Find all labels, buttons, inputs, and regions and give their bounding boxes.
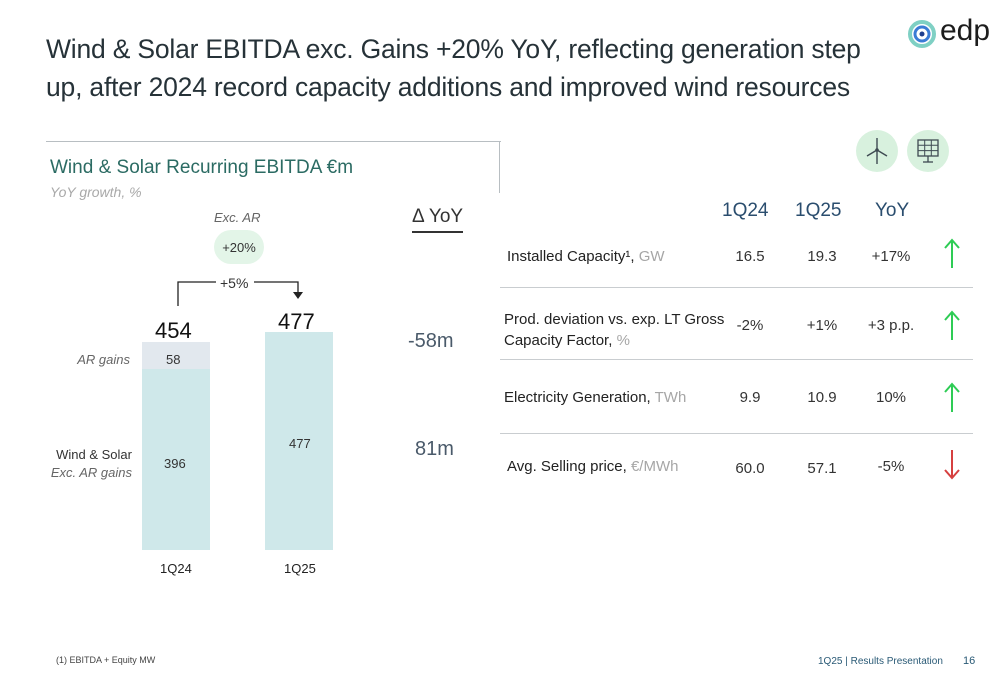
delta-yoy-header: Δ YoY bbox=[412, 206, 464, 233]
trend-down-arrow-icon bbox=[944, 450, 960, 480]
kpi-row-label: Avg. Selling price, €/MWh bbox=[507, 456, 727, 477]
wind-turbine-icon-badge bbox=[856, 130, 898, 172]
row-divider bbox=[500, 287, 973, 288]
chart-subtitle: YoY growth, % bbox=[50, 184, 142, 200]
panel-divider-top bbox=[46, 141, 501, 142]
total-label-1q24: 454 bbox=[155, 318, 192, 343]
kpi-unit-prod-deviation: % bbox=[616, 332, 630, 349]
kpi-unit-electricity-generation: TWh bbox=[654, 389, 687, 406]
kpi-value-prod-deviation-1q24: -2% bbox=[736, 317, 764, 334]
series-label-exc-ar: Wind & Solar Exc. AR gains bbox=[40, 446, 132, 482]
bar-exc-ar-1q25 bbox=[265, 331, 333, 550]
kpi-label-installed-capacity: Installed Capacity¹, bbox=[507, 248, 635, 265]
kpi-value-installed-capacity-yoy: +17% bbox=[871, 248, 911, 265]
row-divider bbox=[500, 433, 973, 434]
bar-exc-ar-1q24 bbox=[142, 368, 210, 550]
total-label-1q25: 477 bbox=[278, 309, 315, 334]
chart-title: Wind & Solar Recurring EBITDA €m bbox=[50, 157, 354, 178]
solar-panel-icon-badge bbox=[907, 130, 949, 172]
kpi-unit-avg-selling-price: €/MWh bbox=[630, 458, 679, 475]
series-label-exc-ar-line2: Exc. AR gains bbox=[50, 465, 132, 480]
column-header-1q24: 1Q24 bbox=[722, 200, 769, 221]
category-label-1q25: 1Q25 bbox=[284, 561, 316, 576]
kpi-value-avg-selling-price-1q24: 60.0 bbox=[735, 460, 765, 477]
column-header-yoy: YoY bbox=[875, 200, 910, 221]
kpi-value-electricity-generation-1q25: 10.9 bbox=[807, 389, 837, 406]
kpi-value-prod-deviation-yoy: +3 p.p. bbox=[867, 317, 915, 334]
bar-ar-1q24 bbox=[142, 342, 210, 369]
segment-label-ar-1q24: 58 bbox=[166, 352, 181, 367]
kpi-label-prod-deviation: Prod. deviation vs. exp. LT Gross Capaci… bbox=[504, 311, 725, 349]
exc-ar-growth-badge: +20% bbox=[214, 230, 264, 264]
series-label-ar: AR gains bbox=[77, 352, 130, 367]
kpi-value-electricity-generation-1q24: 9.9 bbox=[739, 389, 761, 406]
footnote: (1) EBITDA + Equity MW bbox=[56, 655, 156, 665]
trend-up-arrow-icon bbox=[944, 382, 960, 412]
trend-up-arrow-icon bbox=[944, 310, 960, 340]
exc-ar-growth-title: Exc. AR bbox=[214, 210, 261, 225]
kpi-value-prod-deviation-1q25: +1% bbox=[806, 317, 838, 334]
page-number: 16 bbox=[963, 655, 976, 667]
delta-value-exc-ar: 81m bbox=[415, 438, 454, 460]
kpi-value-avg-selling-price-yoy: -5% bbox=[877, 458, 905, 475]
column-header-1q25: 1Q25 bbox=[795, 200, 842, 221]
kpi-value-electricity-generation-yoy: 10% bbox=[875, 389, 907, 406]
kpi-label-avg-selling-price: Avg. Selling price, bbox=[507, 458, 627, 475]
kpi-value-avg-selling-price-1q25: 57.1 bbox=[807, 460, 837, 477]
row-divider bbox=[500, 359, 973, 360]
kpi-unit-installed-capacity: GW bbox=[638, 248, 665, 265]
series-label-exc-ar-line1: Wind & Solar bbox=[56, 447, 132, 462]
segment-label-exc-ar-1q24: 396 bbox=[164, 456, 186, 471]
kpi-value-installed-capacity-1q24: 16.5 bbox=[735, 248, 765, 265]
total-growth-label: +5% bbox=[220, 275, 249, 291]
delta-value-ar: -58m bbox=[408, 330, 454, 352]
category-label-1q24: 1Q24 bbox=[160, 561, 192, 576]
presentation-name: 1Q25 | Results Presentation bbox=[818, 656, 943, 667]
kpi-row-label: Installed Capacity¹, GW bbox=[507, 246, 707, 267]
kpi-value-installed-capacity-1q25: 19.3 bbox=[807, 248, 837, 265]
kpi-row-label: Electricity Generation, TWh bbox=[504, 387, 724, 408]
panel-divider-right bbox=[499, 141, 500, 193]
edp-logo bbox=[908, 20, 936, 48]
kpi-row-label: Prod. deviation vs. exp. LT Gross Capaci… bbox=[504, 309, 734, 351]
solar-panel-icon bbox=[917, 139, 939, 163]
wind-turbine-icon bbox=[866, 138, 888, 164]
segment-label-exc-ar-1q25: 477 bbox=[289, 436, 311, 451]
growth-bracket bbox=[177, 281, 303, 306]
slide-title: Wind & Solar EBITDA exc. Gains +20% YoY,… bbox=[46, 34, 861, 102]
bar-chart bbox=[130, 300, 350, 550]
kpi-label-electricity-generation: Electricity Generation, bbox=[504, 389, 651, 406]
trend-up-arrow-icon bbox=[944, 238, 960, 268]
logo-text: edp bbox=[940, 14, 991, 47]
